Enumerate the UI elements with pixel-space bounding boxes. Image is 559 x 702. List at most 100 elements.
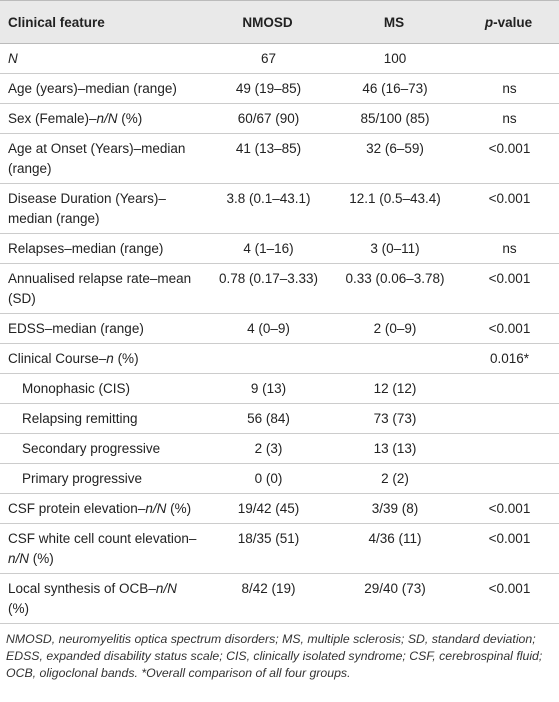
data-table: Clinical feature NMOSD MS p-value N 67 100 Age… bbox=[0, 0, 559, 624]
cell bbox=[458, 43, 559, 74]
cell: 46 (16–73) bbox=[330, 73, 458, 104]
row-label: Clinical Course–n (%) bbox=[0, 343, 205, 374]
cell: 3 (0–11) bbox=[330, 233, 458, 264]
cell: 0.78 (0.17–3.33) bbox=[205, 263, 330, 314]
cell: <0.001 bbox=[458, 133, 559, 184]
text-segment: (%) bbox=[29, 551, 54, 566]
row-label: CSF white cell count elevation– n/N (%) bbox=[0, 523, 205, 574]
row-label: Sex (Female)–n/N (%) bbox=[0, 103, 205, 134]
table-body: N 67 100 Age (years)–median (range) 49 (19–8… bbox=[0, 43, 559, 624]
cell: 29/40 (73) bbox=[330, 573, 458, 624]
row-label: Local synthesis of OCB–n/N (%) bbox=[0, 573, 205, 624]
cell: 41 (13–85) bbox=[205, 133, 330, 184]
text-segment: (%) bbox=[113, 351, 139, 366]
text-segment: p bbox=[484, 14, 494, 30]
text-segment: n/N bbox=[145, 501, 167, 516]
cell: 2 (3) bbox=[205, 433, 330, 464]
table-row: Sex (Female)–n/N (%) 60/67 (90) 85/100 (85… bbox=[0, 103, 559, 134]
cell: 4 (1–16) bbox=[205, 233, 330, 264]
cell: 0 (0) bbox=[205, 463, 330, 494]
table-row: Relapses–median (range) 4 (1–16) 3 (0–11) n… bbox=[0, 233, 559, 264]
text-segment: CSF white cell count elevation– bbox=[8, 531, 197, 546]
text-segment: n/N bbox=[96, 111, 118, 126]
column-header: Clinical feature bbox=[0, 0, 205, 44]
column-header: NMOSD bbox=[205, 0, 330, 44]
cell: 60/67 (90) bbox=[205, 103, 330, 134]
cell: 4/36 (11) bbox=[330, 523, 458, 574]
text-segment: (%) bbox=[166, 501, 192, 516]
cell: 13 (13) bbox=[330, 433, 458, 464]
cell: 32 (6–59) bbox=[330, 133, 458, 184]
row-label: Annualised relapse rate–mean (SD) bbox=[0, 263, 205, 314]
text-segment: Sex (Female)– bbox=[8, 111, 97, 126]
table-row: Primary progressive 0 (0) 2 (2) bbox=[0, 463, 559, 494]
text-segment: N bbox=[8, 51, 18, 66]
row-label: Age at Onset (Years)–median (range) bbox=[0, 133, 205, 184]
cell: 0.016* bbox=[458, 343, 559, 374]
cell: 3.8 (0.1–43.1) bbox=[205, 183, 330, 234]
table-row: Annualised relapse rate–mean (SD) 0.78 (0… bbox=[0, 263, 559, 314]
text-segment: Clinical Course– bbox=[8, 351, 107, 366]
cell: 9 (13) bbox=[205, 373, 330, 404]
cell bbox=[458, 463, 559, 494]
cell: <0.001 bbox=[458, 313, 559, 344]
cell bbox=[205, 343, 330, 374]
footnote: NMOSD, neuromyelitis optica spectrum dis… bbox=[6, 632, 543, 680]
cell: 56 (84) bbox=[205, 403, 330, 434]
header-row: Clinical feature NMOSD MS p-value bbox=[0, 0, 559, 44]
cell: 0.33 (0.06–3.78) bbox=[330, 263, 458, 314]
cell: 19/42 (45) bbox=[205, 493, 330, 524]
table-row: Secondary progressive 2 (3) 13 (13) bbox=[0, 433, 559, 464]
row-label: CSF protein elevation–n/N (%) bbox=[0, 493, 205, 524]
cell: <0.001 bbox=[458, 573, 559, 624]
text-segment: (%) bbox=[117, 111, 143, 126]
table-row: Disease Duration (Years)–median (range) 3… bbox=[0, 183, 559, 234]
cell: 12.1 (0.5–43.4) bbox=[330, 183, 458, 234]
table-row: CSF white cell count elevation– n/N (%) 18… bbox=[0, 523, 559, 574]
text-segment: n bbox=[106, 351, 114, 366]
text-segment: Local synthesis of OCB– bbox=[8, 581, 156, 596]
row-label: Relapses–median (range) bbox=[0, 233, 205, 264]
cell: <0.001 bbox=[458, 183, 559, 234]
cell bbox=[330, 343, 458, 374]
table-row: Clinical Course–n (%) 0.016* bbox=[0, 343, 559, 374]
cell: 4 (0–9) bbox=[205, 313, 330, 344]
row-label: Secondary progressive bbox=[0, 433, 205, 464]
table-row: Relapsing remitting 56 (84) 73 (73) bbox=[0, 403, 559, 434]
column-header: p-value bbox=[458, 0, 559, 44]
cell: ns bbox=[458, 233, 559, 264]
column-header: MS bbox=[330, 0, 458, 44]
row-label: Age (years)–median (range) bbox=[0, 73, 205, 104]
row-label: Relapsing remitting bbox=[0, 403, 205, 434]
row-label: Monophasic (CIS) bbox=[0, 373, 205, 404]
table-row: Local synthesis of OCB–n/N (%) 8/42 (19) 2… bbox=[0, 573, 559, 624]
table-row: CSF protein elevation–n/N (%) 19/42 (45) 3… bbox=[0, 493, 559, 524]
table-row: Age (years)–median (range) 49 (19–85) 46 (… bbox=[0, 73, 559, 104]
cell: <0.001 bbox=[458, 493, 559, 524]
row-label: Primary progressive bbox=[0, 463, 205, 494]
table-row: EDSS–median (range) 4 (0–9) 2 (0–9) <0.001 bbox=[0, 313, 559, 344]
cell: 85/100 (85) bbox=[330, 103, 458, 134]
cell bbox=[458, 403, 559, 434]
cell: 67 bbox=[205, 43, 330, 74]
cell bbox=[458, 433, 559, 464]
row-label: N bbox=[0, 43, 205, 74]
cell: 2 (0–9) bbox=[330, 313, 458, 344]
row-label: EDSS–median (range) bbox=[0, 313, 205, 344]
text-segment: CSF protein elevation– bbox=[8, 501, 146, 516]
cell: ns bbox=[458, 73, 559, 104]
text-segment: -value bbox=[493, 14, 533, 30]
cell: ns bbox=[458, 103, 559, 134]
cell: <0.001 bbox=[458, 523, 559, 574]
cell: 73 (73) bbox=[330, 403, 458, 434]
row-label: Disease Duration (Years)–median (range) bbox=[0, 183, 205, 234]
cell: <0.001 bbox=[458, 263, 559, 314]
text-segment: n/N bbox=[155, 581, 177, 596]
table-row: Monophasic (CIS) 9 (13) 12 (12) bbox=[0, 373, 559, 404]
cell bbox=[458, 373, 559, 404]
cell: 8/42 (19) bbox=[205, 573, 330, 624]
cell: 2 (2) bbox=[330, 463, 458, 494]
cell: 49 (19–85) bbox=[205, 73, 330, 104]
cell: 18/35 (51) bbox=[205, 523, 330, 574]
